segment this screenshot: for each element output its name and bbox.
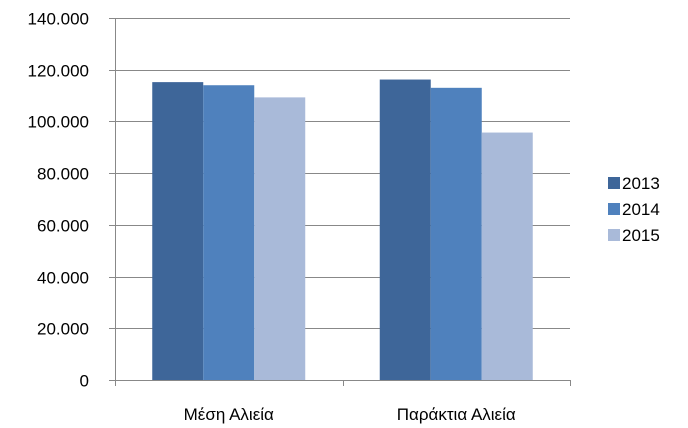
legend-swatch-2013 — [608, 177, 620, 189]
y-tick-label: 40.000 — [37, 269, 89, 288]
legend: 2013 2014 2015 — [608, 174, 660, 245]
bar-2014-1 — [203, 85, 255, 380]
bar-2013-1 — [152, 82, 204, 380]
axes — [109, 18, 571, 386]
bar-2015-1 — [254, 97, 306, 380]
y-tick-label: 80.000 — [37, 165, 89, 184]
bar-2014-2 — [430, 87, 482, 381]
legend-swatch-2014 — [608, 203, 620, 215]
y-tick-label: 100.000 — [28, 113, 89, 132]
bar-2015-2 — [481, 132, 533, 380]
x-category-label: Παράκτια Αλιεία — [397, 405, 516, 424]
y-tick-label: 140.000 — [28, 10, 89, 29]
y-tick-label: 20.000 — [37, 320, 89, 339]
y-axis-tick-labels: 0 20.000 40.000 60.000 80.000 100.000 120.000 1… — [28, 10, 89, 391]
y-tick-label: 60.000 — [37, 217, 89, 236]
x-category-label: Μέση Αλιεία — [184, 405, 274, 424]
legend-label-2014: 2014 — [622, 200, 660, 219]
y-tick-label: 0 — [80, 372, 89, 391]
bar-2013-2 — [379, 79, 431, 380]
y-tick-label: 120.000 — [28, 62, 89, 81]
legend-label-2015: 2015 — [622, 226, 660, 245]
legend-label-2013: 2013 — [622, 174, 660, 193]
bars — [152, 79, 533, 381]
x-axis-category-labels: Μέση Αλιεία Παράκτια Αλιεία — [184, 405, 516, 424]
legend-swatch-2015 — [608, 229, 620, 241]
